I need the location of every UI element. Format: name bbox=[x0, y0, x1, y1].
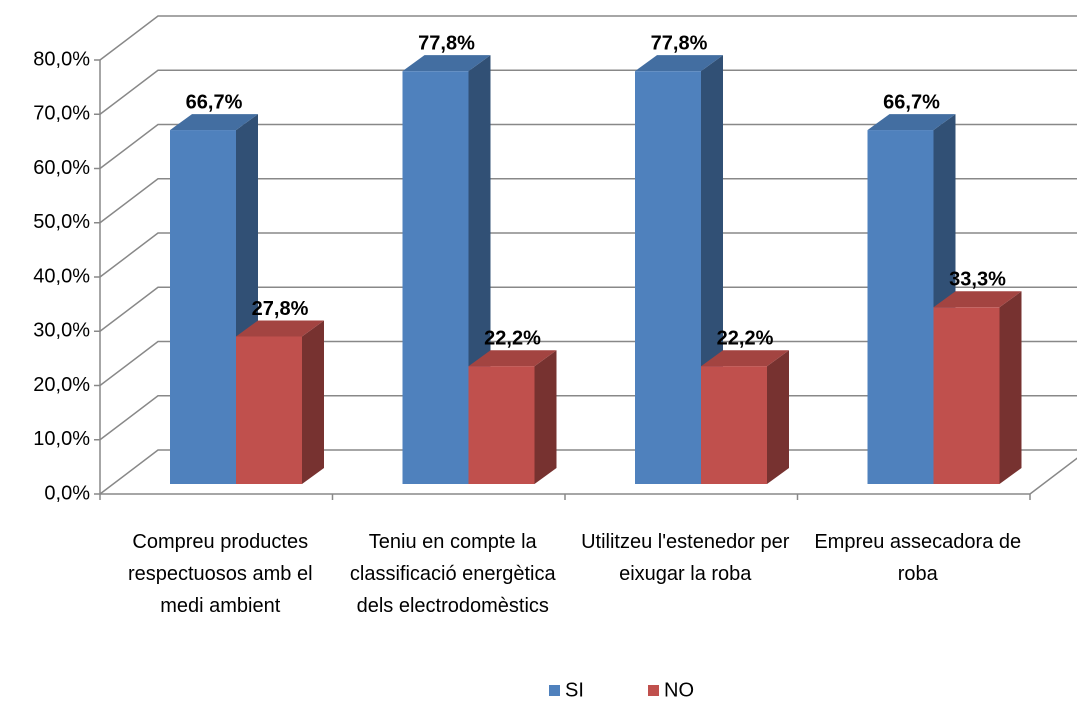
grid-line bbox=[99, 15, 1077, 61]
bar bbox=[701, 350, 789, 484]
grid-line bbox=[99, 232, 1077, 278]
value-label: 77,8% bbox=[651, 32, 708, 54]
bar-top bbox=[468, 350, 557, 367]
grid-line bbox=[99, 178, 1077, 224]
value-label: 66,7% bbox=[883, 91, 940, 113]
value-label: 66,7% bbox=[186, 91, 243, 113]
bar bbox=[468, 350, 557, 484]
y-tick-label: 50,0% bbox=[33, 211, 90, 233]
bar-top bbox=[635, 55, 723, 72]
y-tick-label: 40,0% bbox=[33, 265, 90, 287]
value-label: 27,8% bbox=[252, 298, 309, 320]
bar-front bbox=[236, 336, 302, 484]
grid-line bbox=[99, 69, 1077, 115]
x-tick-label: Utilitzeu l'estenedor per eixugar la rob… bbox=[581, 531, 790, 585]
x-tick-label: Teniu en compte la classificació energèt… bbox=[349, 531, 556, 617]
grid-line bbox=[99, 340, 1077, 387]
bar-top bbox=[402, 55, 491, 72]
y-tick-label: 70,0% bbox=[33, 103, 90, 125]
bar-top bbox=[170, 114, 258, 131]
y-tick-label: 60,0% bbox=[33, 157, 90, 179]
bar bbox=[933, 291, 1022, 484]
bar-side bbox=[767, 350, 789, 484]
value-label: 77,8% bbox=[418, 32, 475, 54]
legend-swatch bbox=[549, 685, 560, 696]
grid-line bbox=[99, 286, 1077, 332]
legend-label: NO bbox=[664, 679, 694, 701]
bar bbox=[236, 320, 324, 484]
bar-front bbox=[635, 71, 701, 484]
bar-side bbox=[302, 320, 324, 484]
y-tick-label: 20,0% bbox=[33, 374, 90, 396]
legend-label: SI bbox=[565, 679, 584, 701]
grid-line bbox=[99, 123, 1077, 170]
bar-side bbox=[534, 350, 557, 484]
bar-top bbox=[933, 291, 1022, 308]
y-tick-label: 30,0% bbox=[33, 320, 90, 342]
bar-front bbox=[170, 130, 236, 484]
bar-front bbox=[867, 130, 934, 484]
x-tick-label: Compreu productes respectuosos amb el me… bbox=[127, 531, 313, 617]
bar-front bbox=[402, 71, 469, 484]
y-tick-label: 80,0% bbox=[33, 48, 90, 70]
value-label: 33,3% bbox=[949, 269, 1006, 291]
value-label: 22,2% bbox=[484, 327, 541, 349]
bar-front bbox=[701, 366, 767, 484]
bar-top bbox=[701, 350, 789, 367]
bar-front bbox=[468, 366, 535, 484]
value-label: 22,2% bbox=[717, 327, 774, 349]
bar-top bbox=[236, 320, 324, 337]
legend-swatch bbox=[648, 685, 659, 696]
bar-side bbox=[999, 291, 1022, 484]
y-tick-label: 10,0% bbox=[33, 428, 90, 450]
x-tick-label: Empreu assecadora de roba bbox=[814, 531, 1022, 585]
bar-top bbox=[867, 114, 956, 131]
y-tick-label: 0,0% bbox=[44, 482, 90, 504]
bar-front bbox=[933, 307, 1000, 484]
